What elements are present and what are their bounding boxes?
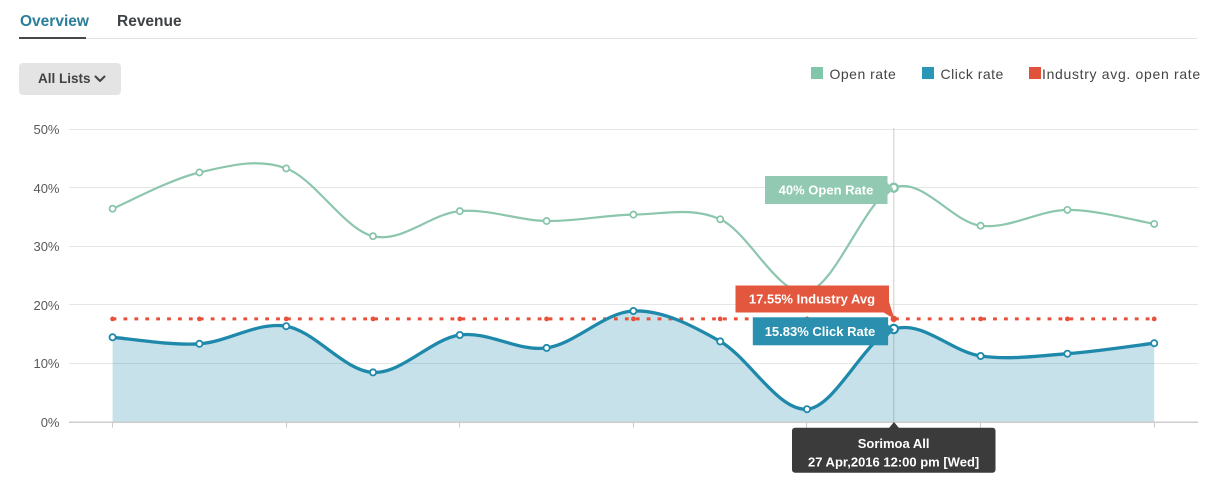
- svg-text:15.83% Click Rate: 15.83% Click Rate: [765, 324, 876, 339]
- svg-text:17.55% Industry Avg: 17.55% Industry Avg: [749, 292, 875, 307]
- svg-text:40% Open Rate: 40% Open Rate: [779, 183, 874, 198]
- svg-text:27 Apr,2016 12:00 pm [Wed]: 27 Apr,2016 12:00 pm [Wed]: [808, 455, 979, 470]
- svg-text:Sorimoa All: Sorimoa All: [858, 436, 930, 451]
